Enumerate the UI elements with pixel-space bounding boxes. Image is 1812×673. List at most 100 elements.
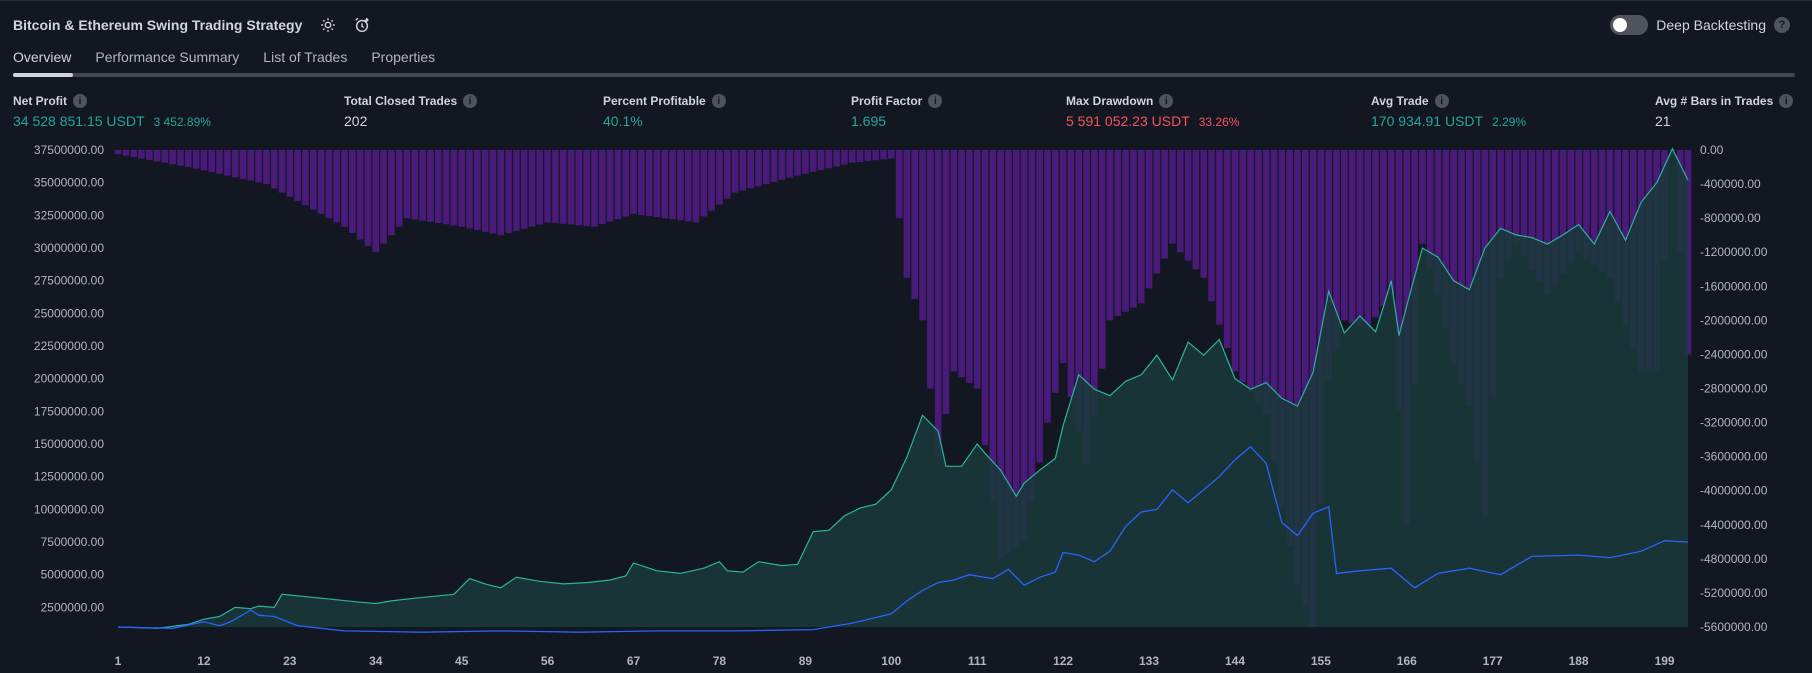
info-icon[interactable]: i: [711, 94, 726, 108]
drawdown-bar: [1364, 150, 1372, 329]
drawdown-bar: [552, 150, 559, 224]
drawdown-bar: [958, 150, 965, 378]
drawdown-bar: [169, 150, 176, 165]
stat-percent-profitable: Percent Profitable i 40.1%: [603, 94, 726, 129]
stat-value: 5 591 052.23 USDT: [1066, 113, 1190, 129]
drawdown-bar: [981, 150, 989, 446]
drawdown-bar: [1036, 150, 1043, 463]
info-icon[interactable]: i: [73, 94, 87, 108]
drawdown-bar: [692, 150, 700, 223]
x-axis-tick-label: 144: [1225, 654, 1245, 668]
drawdown-bar: [224, 150, 231, 176]
drawdown-bar: [606, 150, 614, 222]
drawdown-bar: [848, 150, 856, 163]
drawdown-bar: [388, 150, 395, 236]
deep-backtesting-toggle[interactable]: [1610, 15, 1649, 35]
drawdown-bar: [911, 150, 918, 300]
drawdown-bar: [723, 150, 731, 199]
stat-total-closed-trades: Total Closed Trades i 202: [344, 94, 478, 129]
drawdown-bar: [903, 150, 911, 278]
info-icon[interactable]: i: [1434, 94, 1449, 108]
drawdown-bar: [1575, 150, 1582, 253]
info-icon[interactable]: i: [463, 94, 478, 108]
alarm-clock-plus-icon[interactable]: [352, 15, 372, 35]
drawdown-bar: [1372, 150, 1379, 318]
drawdown-bar: [731, 150, 739, 193]
drawdown-bar: [739, 150, 747, 191]
drawdown-bar: [864, 150, 872, 162]
stat-label: Avg # Bars in Trades: [1655, 94, 1774, 108]
drawdown-bar: [677, 150, 684, 221]
drawdown-bar: [1387, 150, 1395, 295]
drawdown-bar: [1091, 150, 1098, 417]
drawdown-bar: [575, 150, 583, 226]
drawdown-bar: [208, 150, 216, 173]
x-axis-tick-label: 199: [1655, 654, 1675, 668]
drawdown-bar: [622, 150, 629, 217]
tab-performance-summary[interactable]: Performance Summary: [95, 49, 240, 65]
drawdown-bar: [669, 150, 676, 220]
drawdown-bar: [1161, 150, 1168, 259]
stat-value: 1.695: [851, 113, 887, 129]
left-axis-tick-label: 32500000.00: [34, 208, 104, 222]
drawdown-bar: [934, 150, 942, 457]
drawdown-bar: [153, 150, 161, 162]
info-icon[interactable]: i: [1779, 94, 1794, 108]
drawdown-bar: [653, 150, 661, 218]
drawdown-bar: [1137, 150, 1145, 304]
x-axis-tick-label: 56: [541, 654, 555, 668]
drawdown-bar: [536, 150, 544, 225]
drawdown-bar: [122, 150, 130, 156]
drawdown-bar: [1505, 150, 1512, 261]
drawdown-bar: [239, 150, 247, 179]
drawdown-bar: [505, 150, 512, 234]
drawdown-bar: [583, 150, 590, 226]
buy-and-hold-line: [117, 445, 1689, 633]
left-axis-tick-label: 15000000.00: [34, 437, 104, 451]
tab-list-of-trades[interactable]: List of Trades: [263, 49, 348, 65]
drawdown-bar: [1567, 150, 1575, 263]
drawdown-bar: [1520, 150, 1528, 257]
right-axis-tick-label: -2800000.00: [1700, 382, 1768, 396]
drawdown-bar: [1598, 150, 1606, 272]
help-icon[interactable]: ?: [1774, 17, 1790, 33]
drawdown-bar: [567, 150, 575, 225]
x-axis-tick-label: 89: [799, 654, 813, 668]
drawdown-bar: [270, 150, 278, 189]
drawdown-bar: [1059, 150, 1067, 363]
drawdown-bar: [349, 150, 356, 234]
drawdown-bar: [192, 150, 200, 169]
drawdown-bar: [1544, 150, 1551, 295]
stat-avg-trade: Avg Trade i 170 934.91 USDT 2.29%: [1371, 94, 1526, 129]
drawdown-bar: [1130, 150, 1137, 308]
stat-value: 170 934.91 USDT: [1371, 113, 1484, 129]
info-icon[interactable]: i: [928, 94, 943, 108]
left-axis-tick-label: 27500000.00: [34, 274, 104, 288]
drawdown-bar: [489, 150, 497, 234]
x-axis-tick-label: 122: [1053, 654, 1073, 668]
info-icon[interactable]: i: [1159, 94, 1174, 108]
drawdown-bar: [1590, 150, 1598, 265]
right-axis-tick-label: -2400000.00: [1700, 347, 1768, 361]
drawdown-bar: [278, 150, 286, 193]
stat-percent: 33.26%: [1198, 115, 1240, 129]
tab-properties[interactable]: Properties: [371, 49, 436, 65]
equity-chart[interactable]: 37500000.00 35000000.00 32500000.00 3000000…: [0, 140, 1812, 673]
drawdown-bar: [130, 150, 137, 158]
x-axis-tick-label: 166: [1397, 654, 1417, 668]
gear-icon[interactable]: [318, 15, 338, 35]
drawdown-bar: [895, 150, 903, 219]
drawdown-bar: [1153, 150, 1161, 274]
stat-label: Percent Profitable: [603, 94, 706, 108]
drawdown-bar: [645, 150, 653, 217]
right-axis-tick-label: -5200000.00: [1700, 586, 1768, 600]
drawdown-bar: [1450, 150, 1457, 363]
drawdown-bar: [427, 150, 434, 222]
drawdown-bar: [1106, 150, 1114, 321]
x-axis-tick-label: 78: [713, 654, 727, 668]
tab-overview[interactable]: Overview: [13, 49, 72, 65]
drawdown-bar: [520, 150, 528, 229]
drawdown-bar: [1356, 150, 1364, 327]
drawdown-bar: [1551, 150, 1559, 285]
drawdown-bar: [1255, 150, 1262, 404]
